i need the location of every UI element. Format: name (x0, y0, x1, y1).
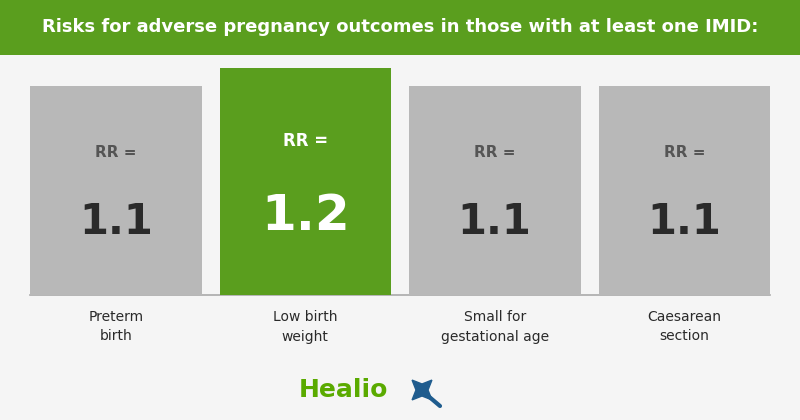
Text: Risks for adverse pregnancy outcomes in those with at least one IMID:: Risks for adverse pregnancy outcomes in … (42, 18, 758, 37)
Bar (219, 68, 391, 295)
Polygon shape (412, 380, 432, 400)
Text: RR =: RR = (95, 145, 137, 160)
Text: Caesarean
section: Caesarean section (647, 310, 722, 344)
Bar (409, 86, 581, 295)
Bar (0, 0, 800, 55)
Text: 1.1: 1.1 (79, 201, 153, 243)
Bar (598, 86, 770, 295)
Text: RR =: RR = (282, 131, 328, 150)
Text: RR =: RR = (663, 145, 705, 160)
Bar (30, 86, 202, 295)
Text: Preterm
birth: Preterm birth (88, 310, 143, 344)
Text: Healio: Healio (298, 378, 388, 402)
Text: Low birth
weight: Low birth weight (273, 310, 338, 344)
Text: RR =: RR = (474, 145, 515, 160)
Text: 1.2: 1.2 (261, 192, 350, 239)
Text: Small for
gestational age: Small for gestational age (441, 310, 549, 344)
Text: 1.1: 1.1 (458, 201, 532, 243)
Text: 1.1: 1.1 (647, 201, 721, 243)
